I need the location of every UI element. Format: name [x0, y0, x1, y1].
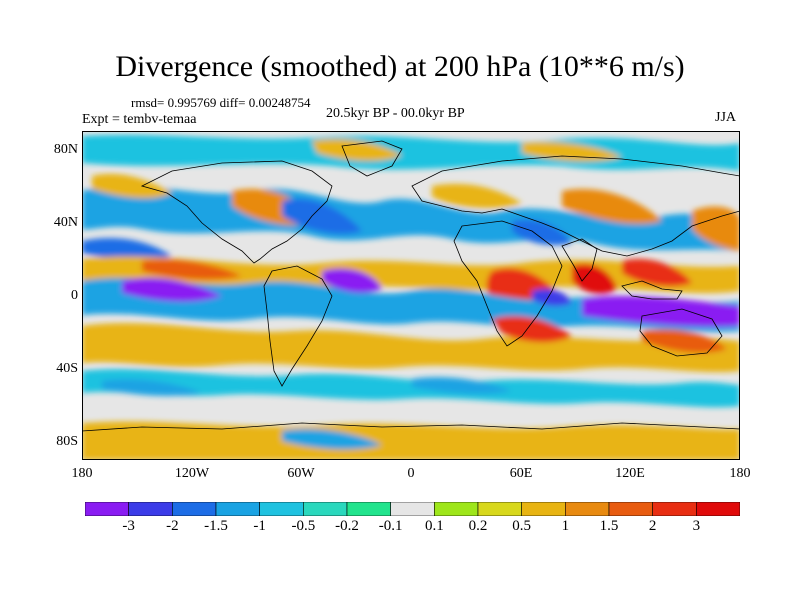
- field-eq-purple-1: [122, 277, 222, 302]
- field-sh-blue-2: [412, 377, 512, 394]
- coast-india: [561, 238, 598, 282]
- coast-africa: [453, 220, 563, 347]
- field-nh-orange-3: [432, 183, 522, 209]
- colorbar-label: 1: [561, 518, 570, 534]
- lat-label-eq: 0: [71, 288, 78, 303]
- colorbar-swatch: [215, 502, 260, 516]
- lat-label-40n: 40N: [53, 215, 78, 230]
- lon-label-120e: 120E: [615, 466, 645, 481]
- colorbar-swatch: [521, 502, 566, 516]
- colorbar-label: -0.5: [291, 518, 316, 534]
- colorbar-swatch: [390, 502, 435, 516]
- colorbar-label: 3: [692, 518, 701, 534]
- field-sh-blue-1: [102, 379, 202, 396]
- colorbar-swatch: [434, 502, 479, 516]
- lon-label-60e: 60E: [509, 466, 533, 481]
- lon-label-180e: 180: [729, 466, 751, 481]
- coast-greenland: [341, 140, 403, 177]
- colorbar-swatch: [608, 502, 653, 516]
- field-sh-red-africa: [492, 316, 572, 343]
- field-trop-red-pacific: [622, 258, 692, 287]
- colorbar-label: 2: [648, 518, 657, 534]
- field-eq-blue-indian: [532, 288, 572, 306]
- lon-label-0: 0: [407, 466, 415, 481]
- colorbar: [85, 502, 740, 516]
- colorbar-swatch: [259, 502, 304, 516]
- lon-label-120w: 120W: [174, 466, 210, 481]
- lat-label-40s: 40S: [56, 361, 78, 376]
- coast-australia: [639, 308, 723, 357]
- field-trop-orange-strong: [142, 259, 242, 280]
- colorbar-swatch: [565, 502, 610, 516]
- colorbar-swatch: [172, 502, 217, 516]
- field-nh-orange-4: [562, 189, 662, 224]
- field-sh-orange-band: [82, 323, 740, 373]
- colorbar-label: 0.5: [512, 518, 532, 534]
- field-nh-orange-1: [92, 173, 172, 199]
- lat-label-80n: 80N: [53, 142, 78, 157]
- experiment-label: Expt = tembv-temaa: [82, 112, 197, 127]
- field-antarctic-blue: [282, 429, 382, 450]
- colorbar-label: 0.1: [424, 518, 444, 534]
- field-nh-blue-3: [82, 238, 172, 260]
- colorbar-label: 1.5: [599, 518, 619, 534]
- colorbar-swatch: [128, 502, 173, 516]
- colorbar-swatch: [652, 502, 697, 516]
- divergence-map: [82, 131, 740, 460]
- field-trop-red-india: [572, 263, 617, 295]
- colorbar-label: -1.5: [204, 518, 228, 534]
- colorbar-label: -0.2: [335, 518, 359, 534]
- field-arctic-blue: [82, 134, 740, 171]
- field-nh-blue-1: [282, 198, 362, 234]
- divergence-field: [82, 134, 740, 460]
- map-frame: [82, 131, 740, 460]
- lat-label-80s: 80S: [56, 434, 78, 449]
- field-eq-blue-band: [82, 278, 740, 333]
- season-label: JJA: [715, 110, 737, 125]
- colorbar-swatch: [303, 502, 348, 516]
- colorbar-swatch: [346, 502, 391, 516]
- field-arctic-orange-2: [522, 141, 622, 162]
- colorbar-label: -1: [253, 518, 266, 534]
- coast-south-america: [263, 265, 333, 387]
- field-nh-orange-5: [692, 206, 740, 251]
- coast-eurasia: [411, 155, 740, 257]
- field-eq-purple-2: [322, 268, 382, 293]
- field-antarctic-orange: [82, 421, 740, 460]
- coast-indonesia: [621, 280, 683, 300]
- lon-label-180w: 180: [71, 466, 93, 481]
- colorbar-swatch: [85, 502, 129, 516]
- rmsd-diff-stats: rmsd= 0.995769 diff= 0.00248754: [131, 95, 311, 110]
- coast-antarctica: [82, 422, 740, 432]
- field-sh-orange-pacific: [642, 329, 727, 353]
- coastlines: [82, 140, 740, 432]
- field-sh-blue-band: [82, 368, 740, 408]
- lon-label-60w: 60W: [287, 466, 315, 481]
- field-eq-purple-3: [582, 296, 740, 327]
- coast-north-america: [140, 160, 333, 264]
- colorbar-swatch: [696, 502, 740, 516]
- colorbar-swatch: [477, 502, 522, 516]
- colorbar-label: 0.2: [468, 518, 488, 534]
- map-title: Divergence (smoothed) at 200 hPa (10**6 …: [115, 50, 685, 83]
- field-nh-blue-2: [512, 219, 572, 246]
- colorbar-label: -0.1: [378, 518, 403, 534]
- colorbar-label: -3: [122, 518, 135, 534]
- field-arctic-orange: [312, 139, 402, 161]
- colorbar-label: -2: [166, 518, 179, 534]
- period-label: 20.5kyr BP - 00.0kyr BP: [326, 106, 465, 121]
